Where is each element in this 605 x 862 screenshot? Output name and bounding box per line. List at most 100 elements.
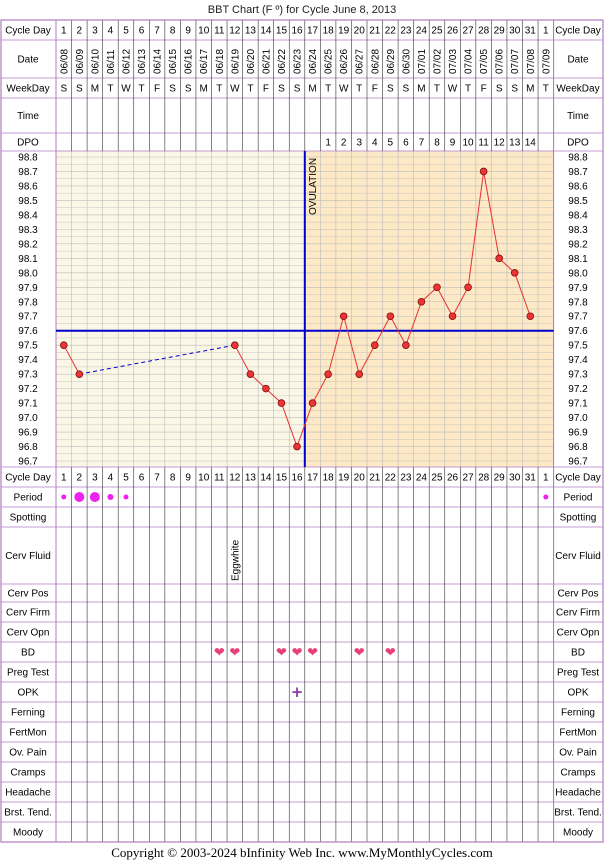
date-label: 06/18 [215, 49, 226, 74]
row-label-dpo-left: DPO [17, 138, 39, 149]
temp-line-segment [327, 316, 345, 375]
cycle-day-label: 15 [276, 26, 288, 37]
temp-line-segment [281, 402, 298, 447]
cycle-day-label-bottom: 24 [416, 473, 428, 484]
dpo-label: 13 [509, 138, 521, 149]
cycle-day-label: 16 [291, 26, 303, 37]
dpo-label: 1 [325, 138, 331, 149]
temp-point [246, 370, 255, 378]
weekday-label: W [230, 84, 240, 95]
bd-heart-icon: ❤ [354, 646, 365, 661]
outer-border [0, 19, 604, 843]
date-label: 06/12 [121, 49, 132, 74]
row-label-cerv-fluid-left: Cerv Fluid [5, 551, 51, 562]
bd-heart-icon: ❤ [292, 646, 303, 661]
temp-point [495, 254, 503, 263]
y-tick-label-right: 97.0 [568, 413, 588, 424]
cycle-day-label-bottom: 28 [478, 473, 490, 484]
cycle-day-label-bottom: 1 [61, 473, 67, 484]
cycle-day-label-bottom: 17 [307, 473, 319, 484]
cycle-day-label: 14 [260, 26, 272, 37]
row-label-cerv-pos-right: Cerv Pos [557, 589, 598, 600]
weekday-label: M [308, 84, 316, 95]
cycle-day-label-bottom: 1 [543, 473, 549, 484]
bd-heart-icon: ❤ [307, 646, 318, 661]
weekday-label: S [278, 84, 285, 95]
cycle-day-label: 11 [214, 26, 225, 37]
weekday-label: S [294, 84, 301, 95]
cycle-day-label: 2 [77, 26, 83, 37]
cycle-day-label-bottom: 15 [276, 473, 288, 484]
dpo-label: 14 [525, 138, 537, 149]
y-tick-label-left: 98.1 [18, 254, 38, 265]
weekday-label: T [543, 84, 549, 95]
y-tick-label-left: 98.0 [18, 268, 38, 279]
cycle-day-label: 31 [525, 26, 537, 37]
y-tick-label-right: 98.3 [568, 225, 588, 236]
cycle-day-label-bottom: 19 [338, 473, 350, 484]
chart-title: BBT Chart (F º) for Cycle June 8, 2013 [208, 4, 396, 16]
row-label-period-right: Period [564, 493, 593, 504]
weekday-label: M [200, 84, 208, 95]
cycle-day-label: 9 [185, 26, 191, 37]
temp-point [59, 341, 68, 349]
row-label-brst-tend-right: Brst. Tend. [554, 808, 602, 819]
temp-point [370, 341, 379, 349]
period-dot [123, 494, 129, 500]
row-label-date-right: Date [567, 55, 589, 66]
ovulation-label: OVULATION [308, 158, 319, 215]
period-dot [107, 494, 114, 500]
dpo-label: 3 [356, 138, 362, 149]
y-tick-label-right: 98.6 [568, 181, 588, 192]
cycle-day-label: 13 [245, 26, 257, 37]
cycle-day-label: 28 [478, 26, 490, 37]
temp-line-segment [483, 171, 500, 259]
dpo-label: 12 [494, 138, 506, 149]
weekday-label: W [448, 84, 458, 95]
row-label-cycle-day-2-left: Cycle Day [5, 473, 51, 484]
cycle-day-label-bottom: 4 [108, 473, 114, 484]
temp-point [526, 312, 535, 321]
row-label-cramps-left: Cramps [10, 768, 45, 779]
y-tick-label-left: 97.7 [18, 312, 38, 323]
row-label-period-left: Period [14, 493, 43, 504]
date-label: 06/22 [277, 49, 288, 74]
weekday-label: T [356, 84, 362, 95]
row-label-opk-left: OPK [17, 688, 38, 699]
row-label-spotting-right: Spotting [560, 513, 597, 524]
y-tick-label-left: 96.9 [18, 428, 38, 439]
period-dot [543, 494, 549, 500]
row-label-headache-left: Headache [5, 788, 51, 799]
cycle-day-label-bottom: 25 [431, 473, 443, 484]
y-tick-label-right: 97.5 [568, 341, 588, 352]
cycle-day-label-bottom: 26 [447, 473, 459, 484]
temp-line-segment [312, 373, 329, 404]
dpo-label: 4 [372, 138, 378, 149]
weekday-label: M [417, 84, 425, 95]
bd-heart-icon: ❤ [229, 646, 240, 661]
date-label: 06/23 [293, 49, 304, 74]
temp-line-segment [343, 316, 360, 375]
y-tick-label-right: 96.7 [568, 457, 588, 468]
cycle-day-label-bottom: 12 [229, 473, 241, 484]
date-label: 06/16 [184, 49, 195, 74]
weekday-label: M [91, 84, 99, 95]
cycle-day-label: 30 [509, 26, 521, 37]
period-dot [74, 492, 85, 502]
date-label: 06/20 [246, 49, 257, 74]
chart-data-marks: ❤ ❤ ❤ ❤ ❤ ❤ ❤ + [56, 151, 554, 701]
row-label-weekday-left: WeekDay [6, 84, 49, 95]
row-label-cycle-day-2-right: Cycle Day [555, 473, 601, 484]
temp-line-segment [514, 272, 531, 317]
bd-heart-icon: ❤ [214, 646, 225, 661]
date-label: 06/13 [137, 49, 148, 74]
temp-gap-line [79, 344, 235, 375]
row-label-ov-pain-right: Ov. Pain [559, 748, 597, 759]
row-label-date-left: Date [17, 55, 39, 66]
cycle-day-label: 19 [338, 26, 350, 37]
cycle-day-label: 6 [139, 26, 145, 37]
y-tick-label-left: 97.8 [18, 297, 38, 308]
cycle-day-label: 29 [494, 26, 506, 37]
temp-point [277, 399, 286, 407]
